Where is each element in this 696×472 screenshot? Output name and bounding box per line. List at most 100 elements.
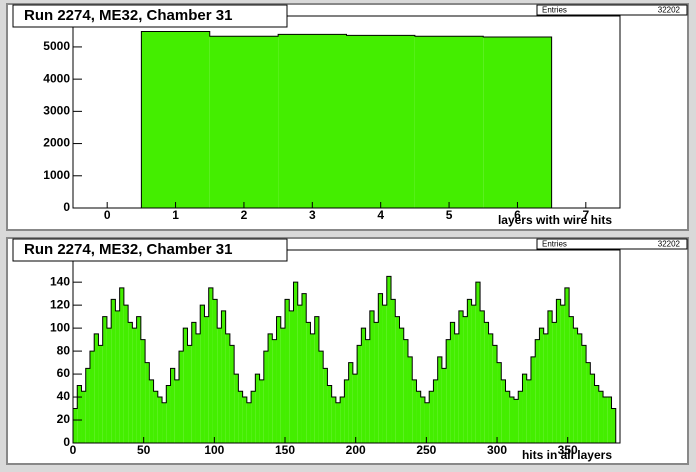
bar — [471, 305, 476, 443]
bar — [403, 339, 408, 443]
bar — [569, 316, 574, 443]
bar — [278, 34, 347, 209]
bar — [111, 299, 116, 443]
title-box — [12, 238, 288, 262]
bar — [166, 385, 171, 443]
bar — [484, 322, 489, 443]
bar — [344, 379, 349, 443]
bar — [102, 316, 107, 443]
histogram-outline — [140, 30, 553, 208]
bar — [526, 379, 531, 443]
x-tick-label: 200 — [346, 443, 366, 457]
bar — [145, 362, 150, 443]
bar — [450, 322, 455, 443]
x-tick-label: 2 — [241, 208, 248, 222]
y-tick-label: 5000 — [43, 39, 70, 53]
x-axis-label: hits in all layers — [522, 448, 612, 462]
y-tick-label: 120 — [50, 297, 70, 311]
y-tick-label: 140 — [50, 274, 70, 288]
bar — [263, 351, 269, 443]
bar — [547, 310, 553, 443]
y-tick-label: 80 — [57, 343, 71, 357]
bar — [594, 385, 599, 443]
bar — [352, 374, 358, 443]
x-tick-label: 0 — [104, 208, 111, 222]
bar — [119, 287, 124, 443]
bar — [280, 328, 286, 443]
bar — [174, 379, 180, 443]
bar — [140, 339, 146, 443]
bar — [513, 399, 519, 443]
bar — [488, 333, 493, 443]
bar — [475, 282, 481, 443]
bar — [530, 356, 536, 443]
bar — [346, 35, 415, 208]
bar — [501, 379, 506, 443]
bar — [429, 391, 434, 443]
bar — [89, 351, 95, 443]
bar — [467, 299, 472, 443]
bar — [497, 362, 502, 443]
bar — [153, 391, 158, 443]
title: Run 2274, ME32, Chamber 31 — [24, 241, 232, 258]
y-tick-label: 0 — [63, 435, 70, 449]
title-box — [12, 4, 288, 28]
plot-frame — [72, 15, 621, 209]
bar — [535, 339, 540, 443]
bar — [399, 328, 404, 443]
bar — [73, 408, 78, 443]
x-tick-label: 300 — [487, 443, 507, 457]
bar — [242, 397, 247, 443]
y-tick-label: 60 — [57, 366, 71, 380]
bar — [407, 356, 413, 443]
bar — [115, 310, 120, 443]
bar — [361, 328, 366, 443]
bar — [492, 345, 498, 443]
bar — [183, 328, 188, 443]
histogram-outline — [72, 275, 617, 443]
bar — [81, 391, 86, 443]
bar — [301, 293, 307, 443]
bar — [128, 322, 133, 443]
bar — [441, 368, 447, 443]
y-tick-label: 0 — [63, 200, 70, 214]
bar — [276, 316, 281, 443]
bar — [424, 402, 430, 443]
bar — [386, 276, 392, 443]
bar — [369, 310, 375, 443]
bar — [483, 36, 552, 208]
plot-frame — [72, 249, 621, 444]
bar — [259, 379, 264, 443]
bar — [598, 391, 604, 443]
x-tick-label: 150 — [275, 443, 295, 457]
stats-label: Entries — [542, 240, 567, 249]
bar — [310, 333, 315, 443]
bar — [98, 345, 103, 443]
bar — [272, 339, 277, 443]
y-tick-label: 40 — [57, 389, 71, 403]
bar — [518, 391, 523, 443]
y-tick-label: 100 — [50, 320, 70, 334]
bar — [505, 391, 510, 443]
bar — [607, 397, 612, 443]
bar — [136, 316, 141, 443]
stats-box — [536, 4, 688, 16]
bar — [293, 282, 298, 443]
bar — [611, 408, 616, 443]
bar — [331, 397, 336, 443]
bar — [225, 333, 230, 443]
bar — [414, 36, 484, 208]
bar — [543, 333, 548, 443]
bar — [229, 345, 235, 443]
bar — [590, 374, 595, 443]
y-tick-label: 2000 — [43, 136, 70, 150]
bar — [463, 316, 468, 443]
title: Run 2274, ME32, Chamber 31 — [24, 7, 232, 24]
x-tick-label: 4 — [377, 208, 384, 222]
bar — [170, 368, 175, 443]
x-axis-label: layers with wire hits — [498, 213, 612, 227]
bar — [195, 333, 201, 443]
bar — [149, 379, 154, 443]
bar — [412, 379, 417, 443]
bar — [577, 333, 582, 443]
